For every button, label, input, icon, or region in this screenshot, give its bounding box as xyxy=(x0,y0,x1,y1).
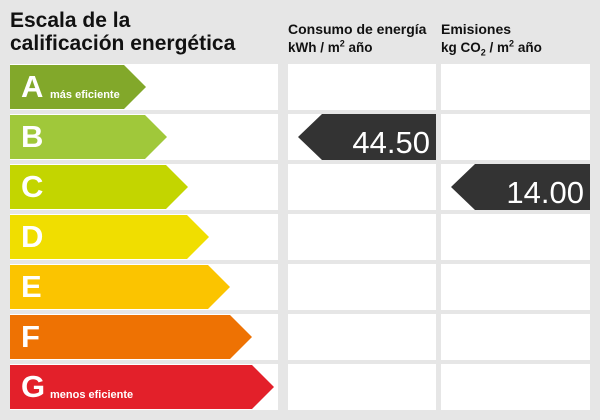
emisiones-indicator-arrow xyxy=(451,164,590,210)
rating-band-b: B xyxy=(10,115,167,159)
rating-band-arrow xyxy=(10,65,146,109)
consumo-cell xyxy=(288,314,436,360)
rating-band-f: F xyxy=(10,315,252,359)
rating-band-arrow xyxy=(10,115,167,159)
rating-band-arrow xyxy=(10,365,274,409)
rating-letter: F xyxy=(21,319,40,354)
rating-letter: G xyxy=(21,369,46,404)
emisiones-indicator: 14.00 xyxy=(451,164,590,210)
emisiones-cell xyxy=(441,364,590,410)
emisiones-header-title: Emisiones xyxy=(441,21,512,37)
title-line-2: calificación energética xyxy=(10,32,236,55)
emisiones-cell xyxy=(441,214,590,260)
emisiones-header-unit: kg CO2 / m2 año xyxy=(441,38,542,58)
rating-band-d: D xyxy=(10,215,209,259)
rating-letter: E xyxy=(21,269,42,304)
page-title: Escala de la calificación energética xyxy=(10,9,280,55)
emisiones-indicator-value: 14.00 xyxy=(506,175,584,210)
emisiones-cell xyxy=(441,114,590,160)
rating-letter: C xyxy=(21,169,44,204)
consumo-indicator-value: 44.50 xyxy=(352,125,430,160)
rating-description: menos eficiente xyxy=(50,389,134,401)
consumo-indicator-arrow xyxy=(298,114,436,160)
rating-band-arrow xyxy=(10,265,230,309)
consumo-cell xyxy=(288,364,436,410)
consumo-indicator: 44.50 xyxy=(298,114,436,160)
emisiones-header: Emisiones kg CO2 / m2 año xyxy=(441,20,542,57)
rating-band-arrow xyxy=(10,315,252,359)
emisiones-cell xyxy=(441,264,590,310)
consumo-cell xyxy=(288,64,436,110)
rating-description: más eficiente xyxy=(50,89,120,101)
consumo-cell xyxy=(288,164,436,210)
rating-band-c: C xyxy=(10,165,188,209)
rating-band-e: E xyxy=(10,265,230,309)
consumo-header-unit: kWh / m2 año xyxy=(288,38,373,55)
title-line-1: Escala de la xyxy=(10,9,131,32)
consumo-cell xyxy=(288,264,436,310)
rating-letter: D xyxy=(21,219,44,254)
rating-band-arrow xyxy=(10,165,188,209)
rating-band-arrow xyxy=(10,215,209,259)
consumo-header: Consumo de energía kWh / m2 año xyxy=(288,20,426,57)
consumo-header-title: Consumo de energía xyxy=(288,21,427,37)
consumo-cell xyxy=(288,214,436,260)
rating-letter: A xyxy=(21,69,44,104)
emisiones-cell xyxy=(441,64,590,110)
emisiones-cell xyxy=(441,314,590,360)
rating-letter: B xyxy=(21,119,44,154)
